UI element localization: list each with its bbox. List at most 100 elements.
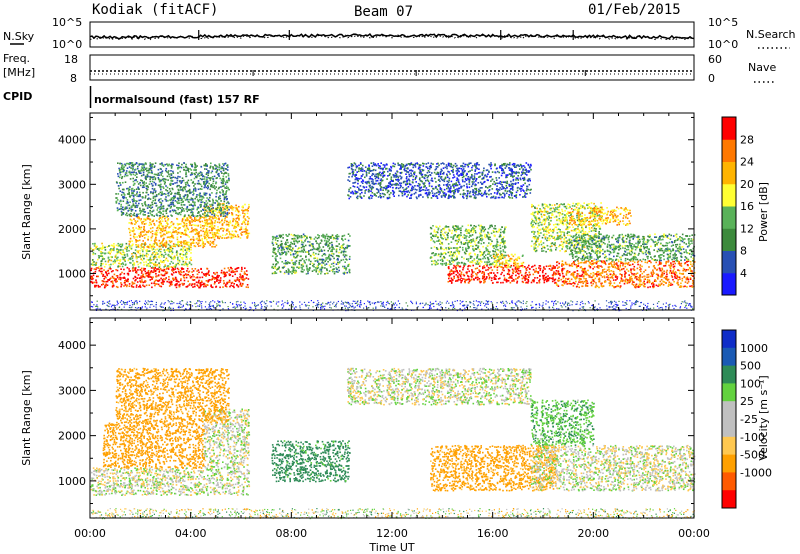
power-region-6 xyxy=(347,162,532,200)
nsearch-trace xyxy=(89,34,695,41)
power-axes: 1000 2000 3000 4000 xyxy=(58,113,695,310)
nave-label: Nave xyxy=(748,61,776,74)
velocity-colorbar: 1000 500 100 25 -25 -100 -500 -1000 xyxy=(721,329,772,509)
power-colorbar-tick: 20 xyxy=(740,178,754,191)
velocity-colorbar-tick: -100 xyxy=(740,431,765,444)
velocity-region-3 xyxy=(115,367,230,424)
velocity-ytick-label: 2000 xyxy=(58,430,86,443)
time-tick-label: 08:00 xyxy=(275,527,307,540)
nsky-label: N.Sky xyxy=(3,30,35,43)
summary-right-tick-bottom: 10^0 xyxy=(708,38,738,51)
velocity-heatmap xyxy=(90,367,696,520)
power-colorbar-segment xyxy=(722,161,736,185)
velocity-axes: 1000 2000 3000 4000 xyxy=(58,318,695,518)
power-region-9 xyxy=(492,253,525,269)
velocity-ytick-label: 1000 xyxy=(58,475,86,488)
summary-panel-frame xyxy=(89,21,695,48)
power-region-13 xyxy=(568,206,632,226)
nsky-trace xyxy=(89,33,695,40)
power-colorbar-tick: 12 xyxy=(740,222,754,235)
time-tick-label: 16:00 xyxy=(477,527,509,540)
freq-right-tick-bottom: 0 xyxy=(708,72,715,85)
power-region-2 xyxy=(128,215,218,249)
velocity-colorbar-tick: -1000 xyxy=(740,466,772,479)
freq-label: Freq. xyxy=(3,52,30,65)
power-ytick-label: 2000 xyxy=(58,223,86,236)
velocity-colorbar-label: Velocity [m s⁻¹] xyxy=(757,375,770,460)
velocity-colorbar-segment xyxy=(722,490,736,509)
date-title: 01/Feb/2015 xyxy=(588,2,681,18)
freq-left-tick-top: 18 xyxy=(64,53,78,66)
power-colorbar: 4 8 12 16 20 24 28 xyxy=(721,116,754,296)
velocity-colorbar-frame xyxy=(721,329,737,509)
mhz-label: [MHz] xyxy=(3,66,35,79)
freq-right-tick-top: 60 xyxy=(708,53,722,66)
velocity-region-6 xyxy=(430,444,558,492)
summary-right-tick-top: 10^5 xyxy=(708,16,738,29)
cpid-label: CPID xyxy=(3,90,32,103)
velocity-colorbar-segment xyxy=(722,383,736,402)
power-colorbar-segment xyxy=(722,272,736,296)
velocity-colorbar-segment xyxy=(722,472,736,491)
velocity-colorbar-segment xyxy=(722,365,736,384)
power-region-10 xyxy=(530,202,603,253)
velocity-colorbar-tick: 100 xyxy=(740,377,761,390)
time-tick-label: 00:00 xyxy=(74,527,106,540)
power-colorbar-tick: 16 xyxy=(740,200,754,213)
nsearch-label: N.Search xyxy=(746,28,796,41)
beam-title: Beam 07 xyxy=(354,4,413,20)
velocity-region-5 xyxy=(346,367,532,406)
velocity-ytick-label: 3000 xyxy=(58,384,86,397)
power-colorbar-segment xyxy=(722,206,736,229)
velocity-colorbar-segment xyxy=(722,436,736,456)
power-colorbar-segment xyxy=(722,228,736,251)
time-tick-label: 20:00 xyxy=(577,527,609,540)
power-colorbar-frame xyxy=(721,116,737,296)
power-region-5 xyxy=(271,233,351,275)
power-region-0 xyxy=(90,266,250,289)
velocity-colorbar-segment xyxy=(722,330,736,349)
power-colorbar-tick: 28 xyxy=(740,133,754,146)
power-colorbar-tick: 24 xyxy=(740,156,754,169)
power-colorbar-segment xyxy=(722,139,736,162)
power-region-7 xyxy=(429,224,507,267)
time-axis-title: Time UT xyxy=(368,541,414,554)
time-axis-labels: 00:00 04:00 08:00 12:00 16:00 20:00 00:00 xyxy=(74,527,710,540)
power-colorbar-tick: 4 xyxy=(740,267,747,280)
freq-traces xyxy=(90,70,694,76)
power-colorbar-segment xyxy=(722,117,736,140)
freq-left-tick-bottom: 8 xyxy=(70,72,77,85)
power-region-12 xyxy=(568,233,696,262)
velocity-colorbar-segment xyxy=(722,419,736,438)
velocity-colorbar-tick: 25 xyxy=(740,395,754,408)
velocity-region-4 xyxy=(271,440,351,483)
velocity-colorbar-segment xyxy=(722,454,736,473)
summary-left-tick-top: 10^5 xyxy=(52,16,82,29)
time-tick-label: 04:00 xyxy=(175,527,207,540)
freq-panel-frame xyxy=(89,54,695,81)
velocity-colorbar-segment xyxy=(722,401,736,420)
power-colorbar-tick: 8 xyxy=(740,245,747,258)
velocity-region-0 xyxy=(90,467,251,496)
power-region-11 xyxy=(555,260,696,289)
power-ylabel: Slant Range [km] xyxy=(20,164,33,260)
velocity-colorbar-segment xyxy=(722,347,736,367)
velocity-region-2 xyxy=(102,422,205,469)
velocity-region-7 xyxy=(530,444,696,492)
time-tick-label: 00:00 xyxy=(678,527,710,540)
summary-left-tick-bottom: 10^0 xyxy=(52,38,82,51)
power-colorbar-segment xyxy=(722,183,736,207)
velocity-ytick-label: 4000 xyxy=(58,339,86,352)
power-ytick-label: 4000 xyxy=(58,134,86,147)
station-title: Kodiak (fitACF) xyxy=(92,2,218,18)
power-colorbar-segment xyxy=(722,250,736,274)
summary-traces xyxy=(89,30,695,41)
cpid-mode-text: normalsound (fast) 157 RF xyxy=(94,93,260,106)
power-heatmap xyxy=(90,162,696,312)
power-region-4 xyxy=(115,162,230,218)
velocity-colorbar-tick: -25 xyxy=(740,413,758,426)
power-region-1 xyxy=(90,242,193,269)
velocity-colorbar-tick: -500 xyxy=(740,449,765,462)
velocity-region-8 xyxy=(530,399,595,447)
